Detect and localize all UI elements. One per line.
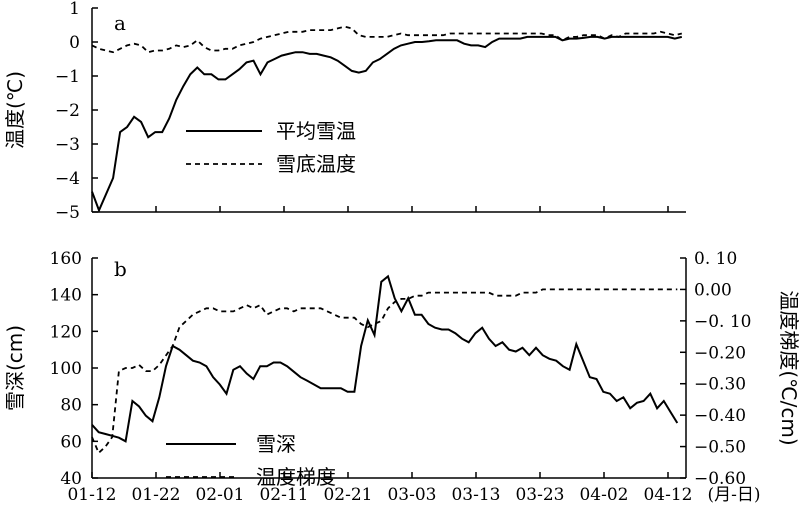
panel-b: 160 140 120 100 80 60 40 0. 10 0.00 −0. 10 −0.20 −0… bbox=[3, 249, 800, 505]
x-tick-label: 04-02 bbox=[579, 485, 628, 505]
y-tick-label: −5 bbox=[55, 203, 80, 223]
y-tick-label-right: 0.00 bbox=[694, 280, 732, 300]
legend-label: 雪深 bbox=[256, 432, 296, 456]
x-tick-label: 03-03 bbox=[387, 485, 436, 505]
panel-label: a bbox=[114, 11, 126, 35]
series-line-2 bbox=[91, 288, 678, 455]
x-tick-label: 01-12 bbox=[67, 485, 116, 505]
y-axis-label-right: 温度梯度(℃/cm) bbox=[777, 290, 800, 445]
x-tick-label: 03-23 bbox=[515, 485, 564, 505]
x-tick-label: 01-22 bbox=[131, 485, 180, 505]
y-tick-label-left: 100 bbox=[50, 359, 82, 379]
y-tick-label-left: 60 bbox=[60, 432, 82, 452]
y-tick-label-right: 0. 10 bbox=[694, 249, 737, 269]
y-tick-label-left: 80 bbox=[60, 396, 82, 416]
y-tick-label: −1 bbox=[55, 67, 80, 87]
y-tick-label-right: −0. 10 bbox=[694, 312, 752, 332]
y-tick-label: −4 bbox=[55, 169, 80, 189]
x-tick-label: 02-21 bbox=[323, 485, 372, 505]
y-tick-label-left: 160 bbox=[50, 249, 82, 269]
x-tick-label: 04-12 bbox=[643, 485, 692, 505]
y-tick-label: −3 bbox=[55, 135, 80, 155]
x-tick-label: 02-11 bbox=[259, 485, 308, 505]
x-axis-label: (月-日) bbox=[707, 485, 760, 505]
y-axis-label-left: 雪深(cm) bbox=[3, 325, 27, 411]
legend-label: 温度梯度 bbox=[256, 465, 336, 489]
x-tick-label: 02-01 bbox=[195, 485, 244, 505]
y-axis-label: 温度(℃) bbox=[3, 71, 27, 149]
y-tick-label-right: −0.30 bbox=[694, 375, 746, 395]
y-tick-label-right: −0.50 bbox=[694, 438, 746, 458]
x-tick-label: 03-13 bbox=[451, 485, 500, 505]
y-tick-label-right: −0.60 bbox=[694, 469, 746, 489]
legend-label: 平均雪温 bbox=[276, 119, 356, 143]
y-tick-label: −2 bbox=[55, 101, 80, 121]
y-tick-label-right: −0.20 bbox=[694, 343, 746, 363]
y-tick-label-left: 120 bbox=[50, 322, 82, 342]
y-tick-label: 0 bbox=[69, 33, 80, 53]
y-tick-label-left: 40 bbox=[60, 469, 82, 489]
y-tick-label: 1 bbox=[69, 0, 80, 19]
series-line-1 bbox=[91, 274, 679, 443]
panel-label: b bbox=[114, 257, 127, 281]
y-tick-label-left: 140 bbox=[50, 286, 82, 306]
y-tick-label-right: −0.40 bbox=[694, 406, 746, 426]
series-line-2 bbox=[91, 25, 683, 54]
series-line-1 bbox=[91, 35, 683, 213]
legend-label: 雪底温度 bbox=[276, 152, 356, 176]
